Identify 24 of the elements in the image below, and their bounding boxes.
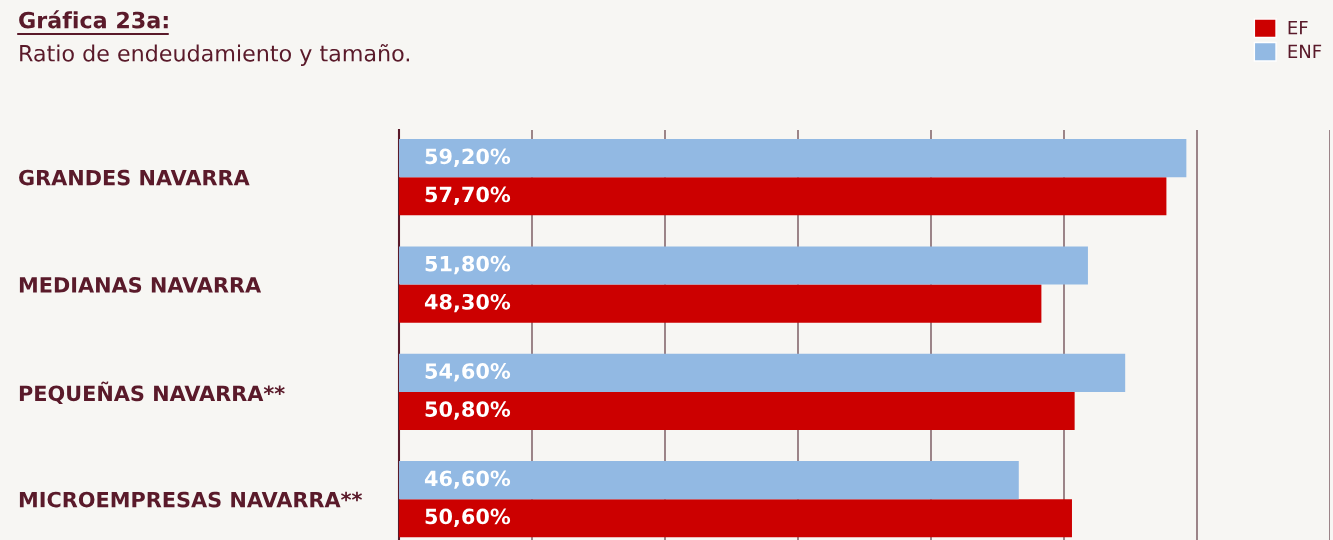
text: Gráfica 23a: xyxy=(19,10,168,29)
bar xyxy=(399,391,1075,430)
y-tick-label: MEDIANAS NAVARRA xyxy=(19,277,262,293)
data-label: 51,80% xyxy=(425,255,511,275)
bar xyxy=(399,246,1088,285)
data-label: 59,20% xyxy=(425,148,511,167)
data-label: 54,60% xyxy=(425,363,511,382)
bar xyxy=(399,499,1072,538)
data-label: 50,80% xyxy=(425,401,511,420)
y-tick-label: MICROEMPRESAS NAVARRA** xyxy=(19,491,362,508)
legend-label: EF xyxy=(1288,21,1308,35)
text: Ratio de endeudamiento y tamaño. xyxy=(20,44,410,66)
data-label: 46,60% xyxy=(424,470,511,489)
y-tick-label: PEQUEÑAS NAVARRA** xyxy=(19,381,285,404)
bar xyxy=(399,177,1167,216)
legend-label: ENF xyxy=(1288,44,1322,58)
bar xyxy=(399,284,1042,323)
data-label: 48,30% xyxy=(424,293,511,313)
y-tick-label: GRANDES NAVARRA xyxy=(19,169,250,186)
bar xyxy=(399,139,1187,178)
data-label: 50,60% xyxy=(425,508,511,527)
data-label: 57,70% xyxy=(425,186,511,205)
bar xyxy=(399,353,1126,392)
bar xyxy=(399,461,1019,500)
